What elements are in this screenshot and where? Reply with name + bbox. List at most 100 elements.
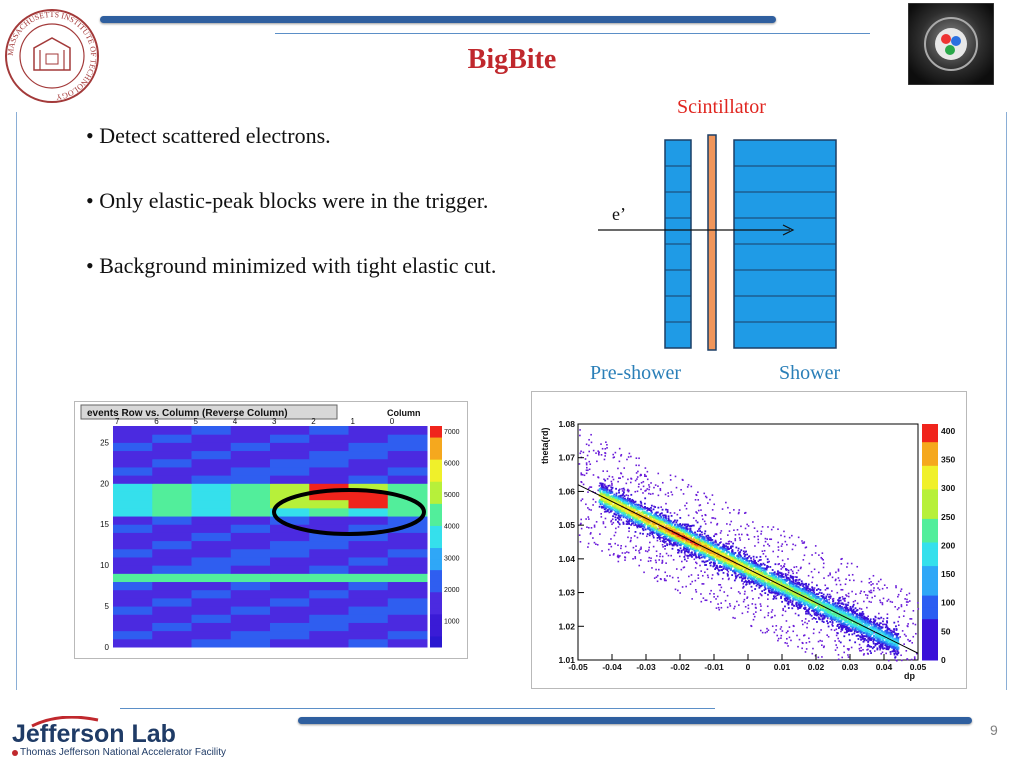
scatter-point: [747, 607, 750, 610]
scatter-point: [665, 518, 668, 520]
scatter-point: [639, 516, 642, 519]
heatmap-cell: [270, 532, 310, 542]
scatter-point: [634, 479, 637, 482]
scatter-point: [642, 523, 645, 526]
scatter-point: [760, 533, 762, 535]
scatter-point: [592, 537, 594, 539]
scatter-point: [737, 573, 740, 576]
scatter-point: [616, 508, 619, 511]
heatmap-cell: [387, 606, 428, 615]
scatter-point: [704, 599, 707, 602]
scatter-point: [697, 574, 700, 576]
scatter-point: [611, 484, 613, 486]
scatter-point: [745, 583, 748, 586]
scatter-point: [794, 576, 796, 578]
scatter-point: [618, 518, 621, 521]
scatter-point: [652, 526, 655, 529]
scatter-point: [766, 558, 769, 561]
scatter-point: [682, 548, 685, 551]
scatter-point: [738, 562, 741, 565]
scatter-point: [659, 522, 662, 525]
scatter-point: [852, 609, 855, 612]
scatter-point: [777, 637, 780, 640]
scatter-point: [874, 595, 876, 597]
scatter-point: [776, 587, 778, 590]
scatter-point: [718, 583, 720, 586]
scatter-point: [885, 638, 888, 641]
scatter-point: [868, 638, 871, 641]
scatter-point: [742, 587, 744, 589]
heatmap-cell: [309, 475, 349, 484]
scatter-point: [636, 512, 638, 514]
scatter-point: [733, 579, 736, 582]
scatter-point: [761, 590, 764, 593]
scatter-point: [875, 639, 878, 642]
scatter-point: [661, 555, 664, 558]
scatter-point: [685, 550, 687, 553]
heatmap-x-tick: 3: [272, 417, 277, 426]
scatter-point: [638, 464, 640, 467]
scatter-point: [611, 496, 614, 499]
scatter-point: [587, 542, 590, 545]
scatter-point: [746, 597, 748, 599]
scatter-point: [800, 596, 803, 599]
scatter-point: [851, 616, 853, 619]
scatter-point: [640, 522, 643, 525]
scatter-point: [777, 528, 779, 531]
scatter-point: [609, 509, 612, 511]
scatter-point: [700, 541, 703, 544]
scatter-point: [627, 536, 629, 539]
scatter-point: [780, 634, 783, 637]
scatter-point: [805, 642, 808, 644]
scatter-point: [887, 659, 890, 662]
proton-image: [908, 3, 994, 85]
scatter-point: [623, 503, 626, 506]
heatmap-cell: [191, 581, 232, 591]
scatter-point: [788, 626, 791, 628]
scatter-point: [585, 463, 588, 466]
scatter-point: [784, 540, 787, 543]
scatter-point: [754, 572, 757, 575]
scatter-point: [595, 543, 597, 545]
scatter-point: [621, 552, 624, 554]
scatter-point: [786, 579, 789, 582]
scatter-point: [846, 604, 849, 606]
scatter-point: [638, 550, 640, 552]
scatter-point: [694, 589, 697, 591]
scatter-point: [648, 486, 651, 488]
scatter-point: [858, 643, 861, 646]
scatter-point: [915, 652, 918, 655]
scatter-point: [837, 637, 839, 640]
scatter-point: [653, 532, 656, 534]
heatmap-cell: [309, 548, 349, 558]
scatter-point: [867, 615, 869, 618]
heatmap-cell: [309, 499, 349, 509]
scatter-point: [690, 552, 693, 554]
scatter-point: [659, 578, 662, 580]
scatter-point: [729, 569, 732, 571]
scatter-point: [729, 561, 732, 564]
scatter-point: [632, 502, 635, 505]
scatter-point: [699, 504, 702, 506]
scatter-point: [619, 555, 621, 557]
heatmap-cell: [270, 614, 310, 623]
heatmap-cell: [152, 475, 192, 484]
heatmap-cell: [230, 499, 271, 509]
scatter-point: [650, 523, 653, 526]
scatter-point: [780, 576, 783, 579]
scatter-point: [822, 607, 825, 610]
scatter-point: [856, 616, 859, 619]
scatter-point: [770, 586, 773, 589]
bullet-item: • Detect scattered electrons.: [86, 123, 331, 148]
scatter-point: [811, 609, 814, 612]
scatter-point: [661, 562, 663, 564]
scatter-point: [787, 630, 789, 632]
scatter-point: [803, 593, 806, 596]
scatter-point: [618, 477, 620, 479]
scatter-point: [599, 503, 602, 506]
scatter-point: [610, 520, 612, 523]
scatter-point: [822, 562, 825, 565]
scatter-point: [734, 558, 737, 561]
scatter-point: [708, 536, 710, 539]
scatter-point: [847, 649, 850, 651]
